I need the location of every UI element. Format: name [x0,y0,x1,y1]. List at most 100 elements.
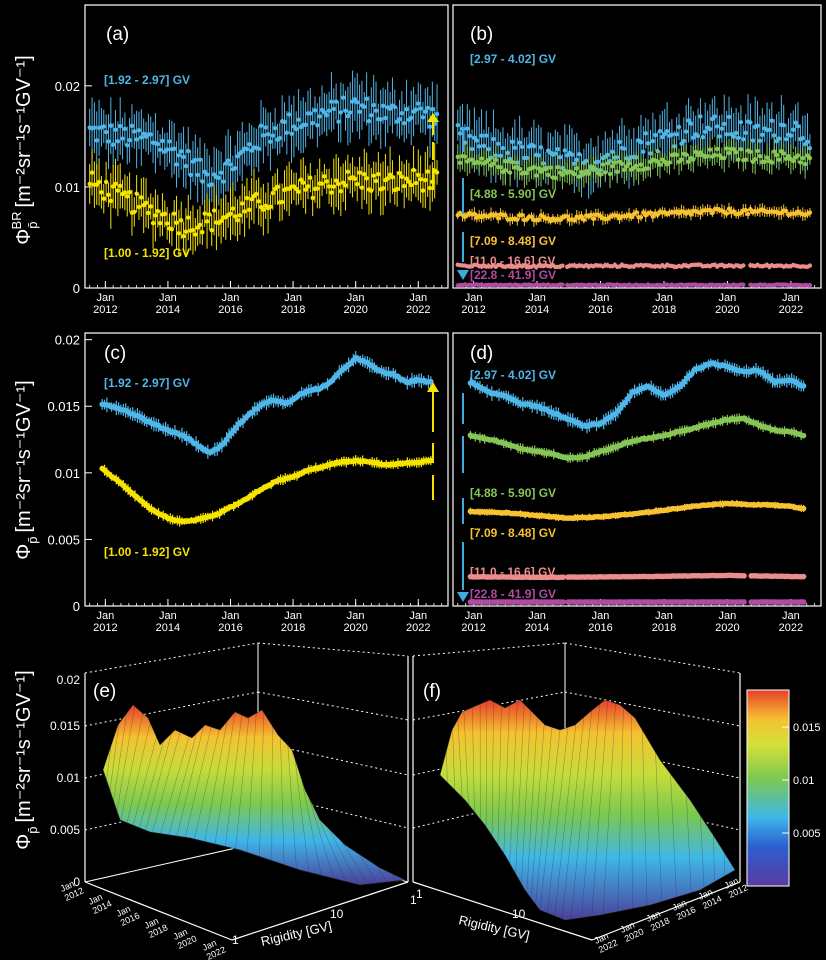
data-point [762,159,767,164]
data-point [366,118,372,124]
data-point [171,146,177,151]
data-point [507,170,513,175]
mesh-line [113,713,128,801]
data-point [493,212,499,217]
panel-e-zticks: 0 0.005 0.01 0.015 0.02 [50,673,80,889]
data-point [555,164,560,170]
data-point [106,139,111,144]
data-point [774,152,779,158]
x-tick-label-month: Jan [347,610,365,622]
panel-f-label: (f) [423,681,441,702]
data-point [427,378,434,385]
data-point [669,132,675,137]
data-point [303,122,308,128]
data-point [261,207,266,212]
data-point [186,148,191,154]
mesh-line [214,711,236,845]
y-tick-label: 0 [73,599,80,614]
data-point [576,151,582,157]
data-point [308,175,313,180]
x-tick-label-month: Jan [409,292,427,304]
data-point [657,162,663,167]
mesh-line [280,737,285,865]
panel-f-mesh [446,700,725,920]
data-point [218,170,224,175]
data-point [244,195,250,201]
data-point [249,197,254,202]
data-point [197,222,203,227]
panel-e-mesh [106,706,396,885]
x-tick-label-month: Jan [592,610,610,622]
data-point [148,204,153,209]
data-point [315,186,320,191]
data-point [610,163,615,169]
mesh-line [515,704,525,874]
colorbar-ticks: 0.015 0.01 0.005 [782,722,821,840]
data-point [634,210,639,215]
data-point [279,199,285,205]
data-point [216,175,221,181]
colorbar-tick-label: 0.005 [793,828,821,840]
data-point [141,131,146,136]
data-point [545,172,551,178]
data-point [420,115,426,120]
mesh-line [185,727,212,838]
x-tick-label-month: Jan [465,610,483,622]
y-tick-label: 0.015 [47,399,80,414]
series-green [455,135,813,192]
x-tick-label-month: Jan [465,292,483,304]
data-point [373,108,379,113]
data-point [607,171,613,177]
data-point [373,178,379,184]
data-point [719,126,725,131]
data-point [612,160,617,165]
series-cyan [99,351,434,459]
data-point [401,120,407,126]
panel-c-ylabel-unit: [m⁻²sr⁻¹s⁻¹GV⁻¹] [13,380,35,532]
panel-f-surface [439,699,736,921]
data-point [722,155,727,161]
data-point [510,160,515,165]
data-point [783,137,789,142]
data-point [476,144,482,149]
data-point [376,171,381,177]
data-point [726,150,732,156]
x-tick-label-year: 2014 [525,304,549,316]
data-point [560,263,565,268]
data-point [329,190,334,195]
data-point [118,183,123,189]
panel-e-ylabel-sub: p̄ [25,827,40,834]
data-point [164,147,170,152]
data-point [362,104,367,110]
mesh-line [194,729,220,840]
data-point [237,213,243,218]
data-point [600,162,606,167]
mesh-line [225,715,243,847]
data-point [798,160,803,165]
data-point [743,130,748,136]
data-point [560,282,565,287]
series-cyan [87,70,440,216]
data-point [683,152,689,157]
data-point [319,181,325,186]
panel-c-series-1-label: [1.92 - 2.97] GV [104,376,190,390]
data-point [99,190,104,195]
data-point [390,174,395,180]
data-point [92,125,97,130]
data-point [512,145,518,151]
data-point [193,232,198,237]
data-point [296,117,301,122]
data-point [783,208,789,214]
mesh-line [686,795,692,893]
scale-arrow-d [457,393,469,602]
x-tick-label-month: Jan [782,292,800,304]
panel-d-series-1-label: [2.97 - 4.02] GV [470,368,556,382]
data-point [800,155,805,161]
x-tick-label-month: Jan [409,610,427,622]
data-point [174,162,179,167]
data-point [240,201,245,206]
mesh-line [391,873,396,882]
panel-e-ylabel-phi: Φ [13,834,35,850]
